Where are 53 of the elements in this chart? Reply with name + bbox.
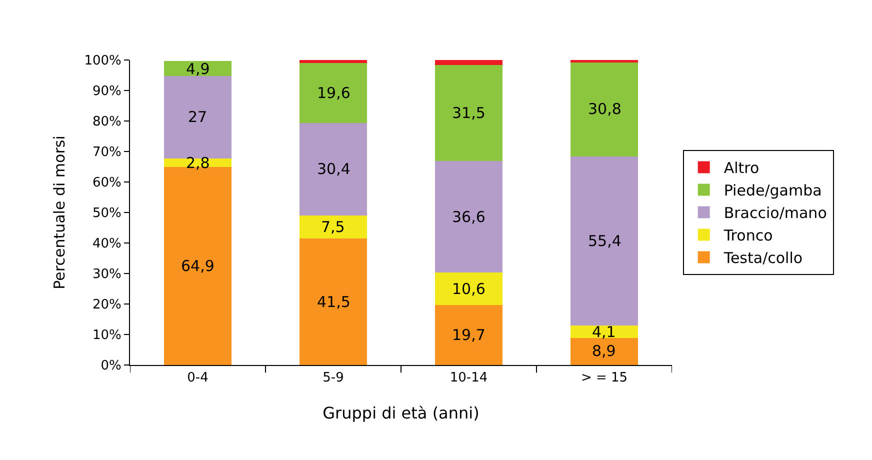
bar — [570, 325, 638, 338]
y-tick-label: 10% — [92, 328, 122, 344]
data-label: 30,4 — [317, 160, 350, 178]
data-label: 36,6 — [452, 208, 486, 226]
data-label: 4,9 — [186, 60, 210, 78]
y-tick-label: 100% — [84, 54, 122, 69]
bar — [570, 62, 638, 156]
legend-label: Altro — [724, 159, 760, 178]
x-tick-label: 5-9 — [322, 370, 344, 386]
y-axis-title: Percentuale di morsi — [50, 136, 68, 290]
bar — [434, 60, 503, 65]
bar — [299, 216, 368, 238]
data-label: 8,9 — [592, 342, 616, 360]
bar — [434, 160, 503, 273]
data-label: 55,4 — [588, 232, 622, 250]
x-tick-label: 10-14 — [450, 370, 488, 386]
x-tick-label: 0-4 — [187, 370, 208, 386]
y-tick-label: 40% — [92, 236, 122, 252]
data-label: 19,7 — [452, 326, 486, 344]
data-label: 4,1 — [592, 323, 616, 341]
legend-label: Testa/collo — [722, 249, 803, 268]
bar — [570, 156, 638, 326]
data-label: 30,8 — [588, 100, 622, 118]
data-label: 64,9 — [181, 257, 214, 275]
legend-label: Piede/gamba — [724, 182, 822, 200]
bar — [299, 238, 368, 365]
legend-label: Tronco — [722, 226, 773, 245]
bar — [299, 122, 368, 216]
data-label: 31,5 — [452, 104, 486, 122]
x-tick-label: > = 15 — [580, 370, 628, 386]
x-axis-title: Gruppi di età (anni) — [322, 403, 480, 422]
bar — [434, 64, 503, 161]
bar — [164, 61, 232, 76]
y-tick-label: 90% — [92, 84, 122, 100]
bar — [570, 338, 638, 365]
data-label: 27 — [188, 108, 208, 126]
legend-label: Braccio/mano — [724, 204, 827, 222]
data-label: 10,6 — [452, 280, 486, 298]
y-tick-label: 70% — [92, 145, 122, 160]
bar — [434, 304, 503, 365]
y-tick-label: 50% — [92, 206, 122, 222]
bar — [299, 60, 368, 64]
y-tick-label: 60% — [92, 176, 122, 191]
y-tick-label: 80% — [92, 114, 122, 130]
y-tick-label: 0% — [100, 358, 122, 374]
data-label: 2,8 — [186, 154, 210, 172]
data-label: 7,5 — [321, 218, 345, 236]
data-label: 41,5 — [317, 293, 350, 311]
bar — [299, 63, 368, 123]
data-label: 19,6 — [317, 84, 350, 102]
y-tick-label: 30% — [92, 267, 122, 282]
y-tick-label: 20% — [92, 298, 122, 313]
bar — [434, 272, 503, 305]
